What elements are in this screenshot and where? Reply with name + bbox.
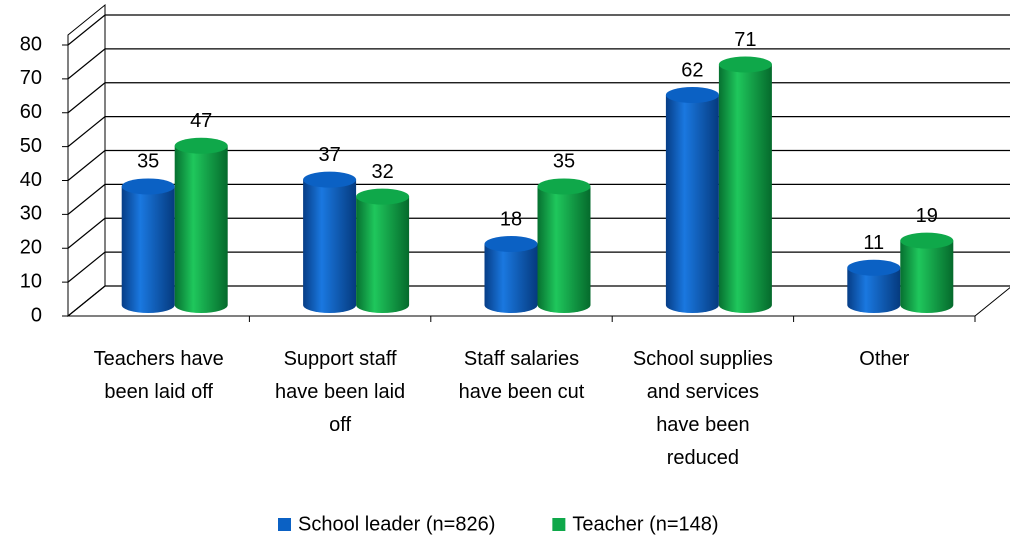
label-line: School supplies [633,348,773,370]
data-label: 32 [371,161,393,183]
data-label: 71 [734,29,756,51]
legend-swatch [278,518,291,531]
y-tick-label: 40 [20,169,42,191]
bar-body [665,94,719,313]
data-label: 37 [318,144,340,166]
label-line: have been cut [459,381,585,403]
label-line: reduced [667,447,739,469]
y-tick-label: 20 [20,237,42,259]
grid-line [67,14,1010,46]
data-label: 11 [863,232,884,254]
legend-label: School leader (n=826) [298,513,495,535]
bar-top [303,171,357,188]
y-tick-label: 50 [20,135,42,157]
bar-top [900,232,954,249]
data-label: 35 [553,151,575,173]
x-tick-label: Staff salaries have been cut [459,348,585,403]
label-line: Teachers have [94,348,224,370]
bar-top [718,56,772,73]
bar [537,178,591,313]
bar-body [900,240,954,313]
bar [121,178,175,313]
y-tick-label: 80 [20,33,42,55]
bar [718,56,772,313]
x-tick-label: Support staff have been laid off [275,348,405,436]
y-tick-label: 60 [20,101,42,123]
bar-body [303,179,357,313]
bar [356,188,410,313]
bar [484,236,538,313]
bar-top [665,86,719,103]
bar-body [484,244,538,313]
grid-line [67,82,1010,114]
legend-label: Teacher (n=148) [572,513,718,535]
bar-top [484,236,538,253]
x-tick-label: Other [859,348,909,370]
back-wall [67,3,106,318]
label-line: have been [656,414,749,436]
y-tick-label: 70 [20,67,42,89]
y-tick-label: 0 [31,304,42,326]
bar-body [718,64,772,313]
data-label: 47 [190,110,212,132]
label-line: Other [859,348,909,370]
y-tick-label: 10 [20,270,42,292]
bar-top [847,259,901,276]
bar [174,137,228,313]
x-tick-label: Teachers have been laid off [94,348,224,403]
bar-top [121,178,175,195]
label-line: and services [647,381,759,403]
label-line: off [329,414,351,436]
bar-body [356,196,410,313]
bar-top [356,188,410,205]
bar-body [537,186,591,313]
data-label: 19 [916,205,938,227]
label-line: Staff salaries [464,348,579,370]
bar-body [174,145,228,313]
y-tick-label: 30 [20,203,42,225]
bar [900,232,954,313]
bar [665,86,719,313]
bar-body [847,267,901,313]
x-tick-label: School supplies and services have been redu… [633,348,773,469]
grid-line [67,48,1010,80]
label-line: been laid off [104,381,213,403]
data-label: 62 [681,59,703,81]
data-label: 18 [500,208,522,230]
bar-top [174,137,228,154]
legend-swatch [552,518,566,531]
bar [303,171,357,313]
data-label: 35 [137,151,159,173]
bar [847,259,901,313]
bar-top [537,178,591,195]
label-line: have been laid [275,381,405,403]
bar-body [121,186,175,313]
label-line: Support staff [284,348,397,370]
